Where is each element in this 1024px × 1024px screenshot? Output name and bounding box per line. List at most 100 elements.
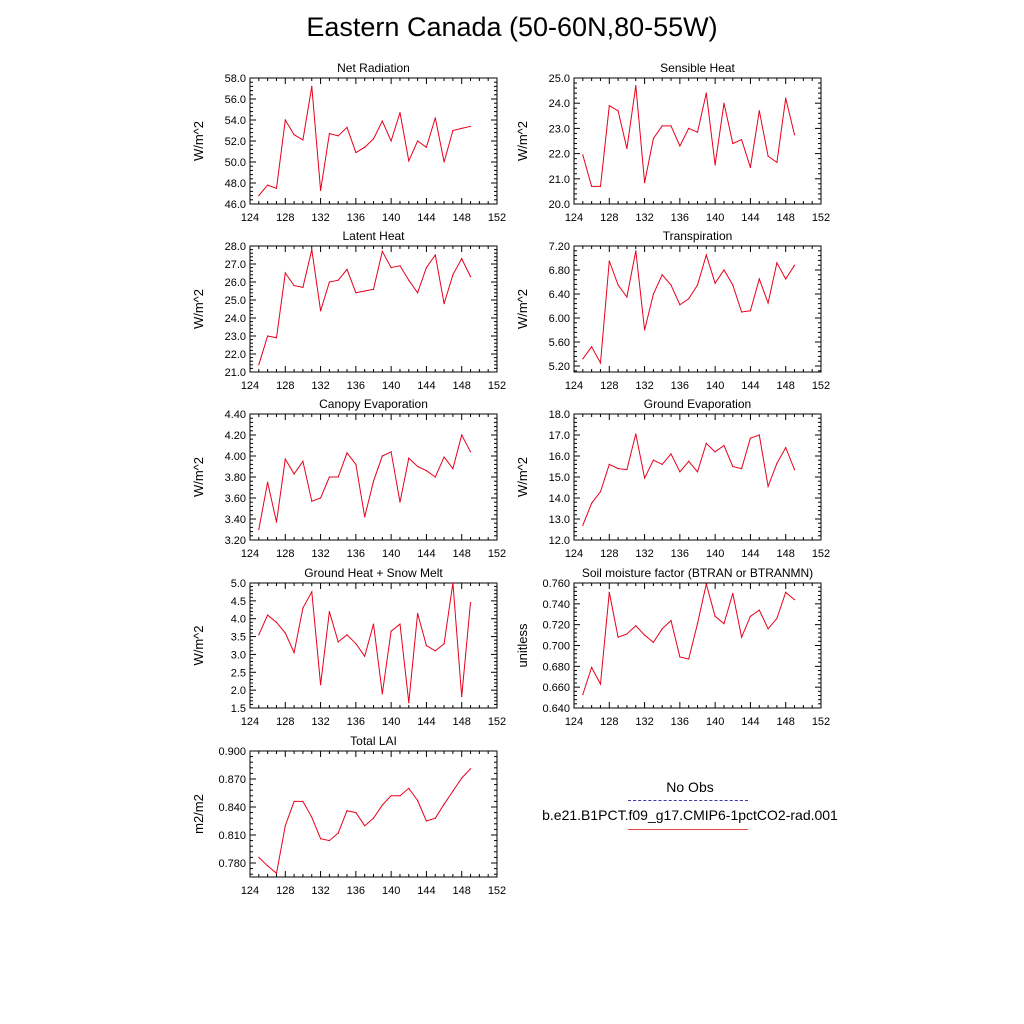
x-tick-label: 128	[600, 716, 618, 728]
data-point	[267, 335, 269, 337]
data-point	[705, 442, 707, 444]
data-point	[408, 702, 410, 704]
data-point	[443, 803, 445, 805]
data-point	[626, 469, 628, 471]
data-point	[372, 623, 375, 625]
y-tick-label: 0.840	[218, 802, 246, 814]
data-point	[258, 634, 260, 636]
data-point	[452, 790, 454, 792]
panel-title: Sensible Heat	[660, 61, 735, 75]
y-tick-label: 4.40	[225, 409, 246, 421]
data-point	[591, 502, 593, 504]
y-tick-label: 52.0	[225, 136, 246, 148]
data-point	[741, 636, 743, 638]
data-point	[599, 362, 602, 364]
y-axis-label: m2/m2	[191, 794, 206, 834]
data-point	[434, 650, 436, 652]
y-tick-label: 25.0	[225, 295, 246, 307]
data-point	[399, 265, 401, 267]
x-tick-label: 132	[311, 380, 329, 392]
data-point	[661, 463, 663, 465]
data-point	[390, 630, 392, 632]
data-point	[346, 810, 348, 812]
data-point	[749, 437, 752, 439]
data-point	[599, 185, 602, 187]
data-point	[723, 102, 725, 104]
y-tick-label: 12.0	[549, 535, 570, 547]
data-point	[679, 656, 681, 658]
x-tick-label: 136	[347, 212, 365, 224]
data-point	[626, 296, 628, 298]
data-point	[355, 151, 357, 154]
x-tick-label: 132	[635, 548, 653, 560]
data-point	[785, 447, 787, 449]
series-line	[582, 433, 795, 526]
y-tick-label: 5.20	[549, 361, 570, 373]
data-point	[452, 129, 454, 132]
x-tick-label: 124	[241, 716, 259, 728]
data-point	[417, 140, 419, 142]
data-point	[408, 787, 410, 789]
data-point	[688, 298, 690, 300]
x-tick-label: 152	[488, 380, 506, 392]
y-tick-label: 17.0	[549, 430, 570, 442]
data-point	[749, 166, 752, 169]
data-point	[661, 274, 663, 276]
legend-obs-label: No Obs	[666, 779, 714, 795]
data-point	[302, 460, 304, 462]
data-point	[741, 311, 743, 313]
panel-title: Ground Heat + Snow Melt	[304, 566, 443, 580]
y-tick-label: 16.0	[549, 451, 570, 463]
data-point	[688, 460, 690, 462]
x-tick-label: 136	[671, 380, 689, 392]
series-line	[258, 768, 471, 875]
y-tick-label: 3.60	[225, 493, 246, 505]
x-tick-label: 148	[777, 380, 795, 392]
panel-title: Total LAI	[350, 734, 397, 748]
data-point	[346, 268, 348, 270]
data-point	[443, 161, 445, 163]
data-point	[679, 304, 681, 306]
y-tick-label: 15.0	[549, 472, 570, 484]
data-point	[390, 795, 392, 797]
data-point	[635, 625, 637, 627]
y-tick-label: 50.0	[225, 157, 246, 169]
data-point	[267, 481, 269, 483]
x-tick-label: 124	[565, 212, 583, 224]
data-point	[705, 254, 707, 256]
data-point	[408, 279, 410, 281]
data-point	[793, 264, 796, 266]
data-point	[319, 497, 322, 499]
data-point	[275, 621, 278, 623]
data-point	[670, 284, 672, 286]
x-tick-label: 148	[453, 548, 471, 560]
y-tick-label: 4.20	[225, 430, 246, 442]
data-point	[749, 615, 752, 617]
x-tick-label: 128	[276, 885, 294, 897]
data-point	[328, 476, 330, 478]
data-point	[793, 469, 796, 471]
data-point	[258, 528, 260, 531]
data-point	[785, 591, 787, 593]
y-tick-label: 6.40	[549, 289, 570, 301]
data-point	[408, 160, 410, 162]
x-tick-label: 132	[311, 716, 329, 728]
y-tick-label: 46.0	[225, 199, 246, 211]
data-point	[267, 184, 269, 186]
y-tick-label: 0.640	[542, 703, 570, 715]
data-point	[417, 799, 419, 802]
x-tick-label: 128	[276, 380, 294, 392]
x-tick-label: 136	[347, 380, 365, 392]
x-tick-label: 128	[276, 548, 294, 560]
x-tick-label: 148	[453, 380, 471, 392]
data-point	[355, 463, 357, 465]
series-line	[258, 582, 471, 703]
data-point	[364, 290, 366, 292]
data-point	[679, 145, 681, 147]
y-tick-label: 6.80	[549, 265, 570, 277]
x-tick-label: 148	[453, 716, 471, 728]
y-tick-label: 0.740	[542, 599, 570, 611]
data-point	[608, 463, 610, 465]
data-point	[311, 500, 313, 502]
data-point	[696, 284, 699, 286]
